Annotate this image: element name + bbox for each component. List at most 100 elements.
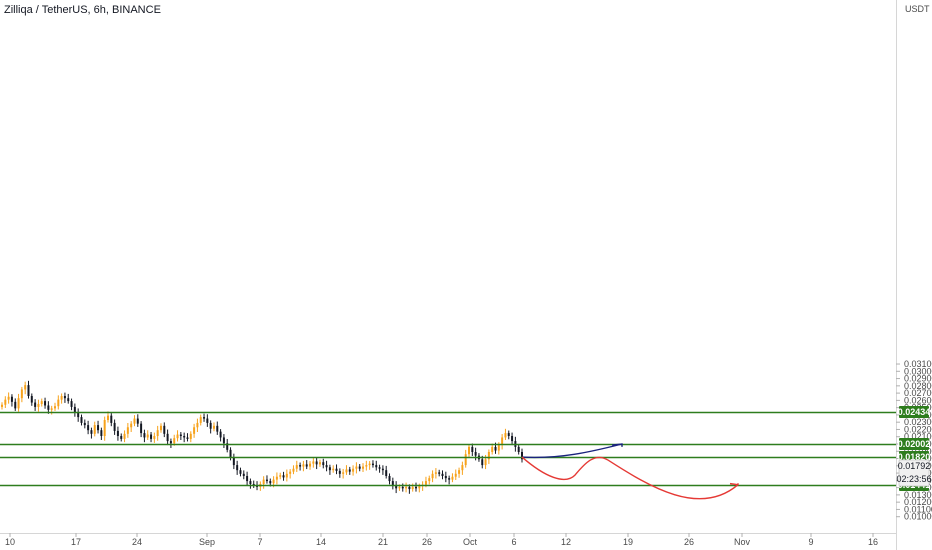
candle-body <box>295 465 298 469</box>
candle-body <box>196 422 199 428</box>
candle-body <box>365 465 368 467</box>
candle-body <box>226 443 229 450</box>
horizontal-levels <box>0 411 896 487</box>
candle-body <box>7 396 10 400</box>
candle-body <box>302 464 305 467</box>
blue-arrow-head <box>611 443 623 447</box>
x-tick-label: 16 <box>868 537 878 547</box>
candle-body <box>20 389 23 399</box>
candle-body <box>163 425 166 434</box>
candle-body <box>305 464 308 467</box>
blue-projection-curve <box>521 443 623 459</box>
x-tick-label: 10 <box>5 537 15 547</box>
candle-body <box>491 446 494 452</box>
candle-body <box>120 436 123 439</box>
candle-body <box>77 412 80 418</box>
candle-body <box>342 472 345 474</box>
level-price-tag <box>899 438 929 450</box>
candle-body <box>322 462 325 466</box>
candle-body <box>179 434 182 437</box>
candle-body <box>219 431 222 438</box>
candle-body <box>388 475 391 482</box>
candle-body <box>239 470 242 474</box>
candle-body <box>494 446 497 451</box>
candle-body <box>199 417 202 423</box>
x-tick-label: 26 <box>684 537 694 547</box>
candle-body <box>67 398 70 402</box>
candle-body <box>176 434 179 439</box>
candle-body <box>438 472 441 474</box>
candle-body <box>484 459 487 466</box>
x-tick-label: Nov <box>734 537 751 547</box>
candle-body <box>507 433 510 437</box>
candle-body <box>246 475 249 482</box>
candle-body <box>461 465 464 471</box>
candle-body <box>411 486 414 490</box>
candle-body <box>521 451 523 460</box>
x-tick-label: 12 <box>561 537 571 547</box>
candle-body <box>133 418 136 424</box>
chart-title: Zilliqa / TetherUS, 6h, BINANCE <box>4 4 161 16</box>
candle-body <box>401 486 404 489</box>
candle-body <box>209 422 212 429</box>
candle-body <box>150 434 153 439</box>
candle-body <box>70 401 73 407</box>
candle-body <box>37 404 40 407</box>
candle-body <box>262 479 265 484</box>
candle-body <box>73 406 76 413</box>
candle-body <box>431 473 434 479</box>
candle-body <box>424 481 427 485</box>
currency-label: USDT <box>905 4 930 14</box>
candle-body <box>285 473 288 478</box>
candle-body <box>318 462 321 465</box>
candle-body <box>143 433 146 438</box>
candle-body <box>80 417 83 423</box>
time-axis[interactable]: 10 17 24 Sep 7 14 21 26 Oct 6 12 19 26 Nov 9 16 <box>5 533 878 547</box>
candle-body <box>444 475 447 479</box>
y-tick-label: 0.03100 <box>904 359 932 369</box>
x-tick-label: 21 <box>378 537 388 547</box>
candle-body <box>398 486 401 489</box>
last-price-label: 0.01792 <box>898 461 931 471</box>
candle-body <box>116 430 119 437</box>
candle-body <box>355 466 358 469</box>
price-tags: 0.024340.020020.018200.014410.0179202:23… <box>896 406 932 491</box>
candle-body <box>497 444 500 451</box>
candle-body <box>352 468 355 472</box>
candle-body <box>83 422 86 426</box>
candle-body <box>517 446 520 452</box>
candle-body <box>93 425 96 434</box>
candle-body <box>110 415 113 423</box>
candle-body <box>345 469 348 473</box>
candle-body <box>229 449 232 458</box>
candle-body <box>50 408 53 410</box>
candle-body <box>14 401 17 409</box>
candle-body <box>136 418 139 424</box>
candle-body <box>140 423 143 434</box>
candle-body <box>378 467 381 469</box>
candle-body <box>242 473 245 476</box>
candle-body <box>232 457 235 466</box>
x-tick-label: 26 <box>422 537 432 547</box>
candle-body <box>212 425 215 429</box>
candle-body <box>249 481 252 484</box>
candle-body <box>312 461 315 464</box>
candle-body <box>169 441 172 444</box>
candle-body <box>186 437 189 439</box>
candle-body <box>44 401 47 406</box>
candle-body <box>27 385 30 397</box>
candle-body <box>153 436 156 439</box>
candle-body <box>17 398 20 409</box>
candle-body <box>309 463 312 467</box>
candle-body <box>418 486 421 489</box>
candle-body <box>348 469 351 472</box>
